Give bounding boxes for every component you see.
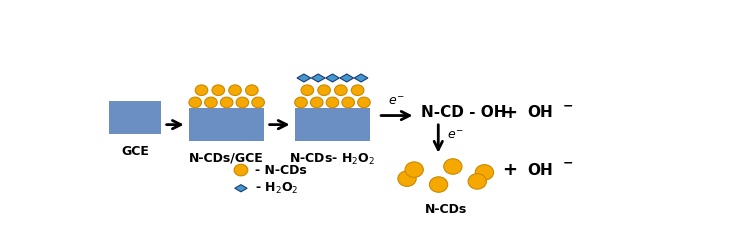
Ellipse shape <box>236 97 249 108</box>
Bar <box>295 108 370 141</box>
Text: −: − <box>562 156 573 169</box>
Polygon shape <box>297 74 311 82</box>
Ellipse shape <box>468 174 486 189</box>
Polygon shape <box>354 74 368 82</box>
Text: $e^{-}$: $e^{-}$ <box>388 95 405 108</box>
Ellipse shape <box>189 97 201 108</box>
Ellipse shape <box>444 159 462 174</box>
Text: +: + <box>503 104 517 122</box>
Text: −: − <box>562 99 573 112</box>
Ellipse shape <box>294 97 307 108</box>
Ellipse shape <box>252 97 264 108</box>
Text: GCE: GCE <box>121 145 149 158</box>
Ellipse shape <box>221 97 233 108</box>
Bar <box>190 108 264 141</box>
Ellipse shape <box>405 162 424 177</box>
Ellipse shape <box>326 97 339 108</box>
Text: - H$_2$O$_2$: - H$_2$O$_2$ <box>255 181 299 196</box>
Text: OH: OH <box>527 105 553 120</box>
Text: OH: OH <box>527 163 553 177</box>
Text: N-CDs: N-CDs <box>424 203 467 216</box>
Ellipse shape <box>318 85 331 96</box>
Ellipse shape <box>430 177 448 192</box>
Ellipse shape <box>358 97 370 108</box>
Ellipse shape <box>334 85 347 96</box>
Bar <box>109 101 161 134</box>
Text: N-CDs- H$_2$O$_2$: N-CDs- H$_2$O$_2$ <box>289 152 376 167</box>
Ellipse shape <box>195 85 208 96</box>
Text: $e^{-}$: $e^{-}$ <box>447 129 463 142</box>
Ellipse shape <box>204 97 217 108</box>
Text: +: + <box>503 161 517 179</box>
Text: - N-CDs: - N-CDs <box>255 164 307 177</box>
Ellipse shape <box>398 171 416 186</box>
Ellipse shape <box>212 85 224 96</box>
Ellipse shape <box>342 97 354 108</box>
Ellipse shape <box>234 164 248 176</box>
Text: N-CD - OH: N-CD - OH <box>421 105 506 120</box>
Polygon shape <box>311 74 325 82</box>
Polygon shape <box>325 74 339 82</box>
Text: N-CDs/GCE: N-CDs/GCE <box>189 152 264 165</box>
Ellipse shape <box>301 85 314 96</box>
Ellipse shape <box>246 85 258 96</box>
Ellipse shape <box>229 85 241 96</box>
Ellipse shape <box>475 165 494 180</box>
Ellipse shape <box>311 97 323 108</box>
Ellipse shape <box>351 85 364 96</box>
Polygon shape <box>340 74 354 82</box>
Polygon shape <box>235 185 247 192</box>
